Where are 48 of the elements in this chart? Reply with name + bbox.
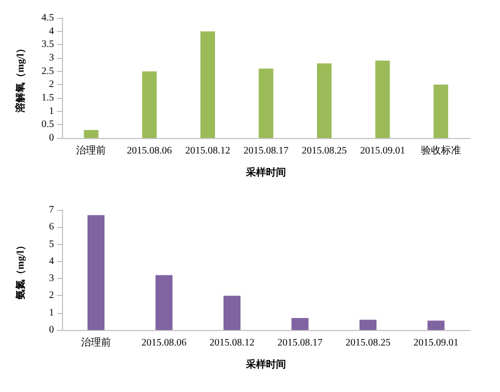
- bar: [142, 71, 157, 138]
- bar: [200, 31, 215, 138]
- y-tick-label: 7: [49, 204, 54, 216]
- bar: [84, 130, 98, 138]
- y-tick-label: 5: [49, 238, 54, 250]
- x-axis-title: 采样时间: [245, 358, 286, 370]
- bar: [224, 296, 240, 330]
- y-tick-label: 3: [49, 52, 54, 64]
- bar: [156, 275, 172, 330]
- y-tick-label: 3.5: [42, 39, 54, 50]
- y-tick-label: 2: [49, 290, 54, 302]
- y-tick-label: 2.5: [42, 66, 54, 77]
- bar: [258, 68, 274, 138]
- bar: [317, 63, 332, 138]
- x-tick-label: 2015.08.12: [185, 146, 230, 156]
- bar: [292, 318, 308, 330]
- y-tick-label: 4: [49, 256, 54, 267]
- x-tick-label: 2015.08.06: [142, 338, 186, 348]
- y-tick-label: 1: [49, 106, 54, 117]
- y-tick-label: 4: [49, 26, 54, 37]
- x-tick-label: 2015.08.25: [346, 338, 390, 348]
- bar: [428, 320, 444, 330]
- bar: [434, 84, 448, 138]
- y-tick-label: 1.5: [42, 92, 54, 104]
- y-tick-label: 0: [49, 132, 54, 144]
- x-axis-title: 采样时间: [245, 166, 286, 178]
- x-tick-label: 治理前: [81, 336, 111, 348]
- x-tick-label: 2015.08.12: [210, 338, 254, 348]
- x-tick-label: 2015.09.01: [360, 146, 406, 156]
- x-tick-label: 2015.09.01: [414, 338, 458, 348]
- y-axis-title: 氨氮（mg/l）: [14, 240, 26, 300]
- y-tick-label: 6: [49, 222, 54, 233]
- x-tick-label: 2015.08.25: [302, 146, 347, 156]
- y-tick-label: 0: [49, 324, 54, 336]
- bar: [375, 60, 390, 138]
- x-tick-label: 验收标准: [420, 144, 461, 156]
- y-tick-label: 4.5: [42, 12, 54, 24]
- x-tick-label: 治理前: [76, 144, 106, 156]
- y-tick-label: 2: [49, 79, 54, 90]
- bar: [88, 215, 104, 330]
- y-tick-label: 1: [49, 307, 54, 318]
- x-tick-label: 2015.08.06: [126, 146, 172, 156]
- x-tick-label: 2015.08.17: [278, 338, 322, 348]
- y-tick-label: 0.5: [42, 119, 54, 130]
- x-tick-label: 2015.08.17: [244, 146, 288, 156]
- y-tick-label: 3: [49, 273, 54, 284]
- y-axis-title: 溶解氧（mg/l）: [14, 44, 26, 114]
- bar: [360, 320, 376, 330]
